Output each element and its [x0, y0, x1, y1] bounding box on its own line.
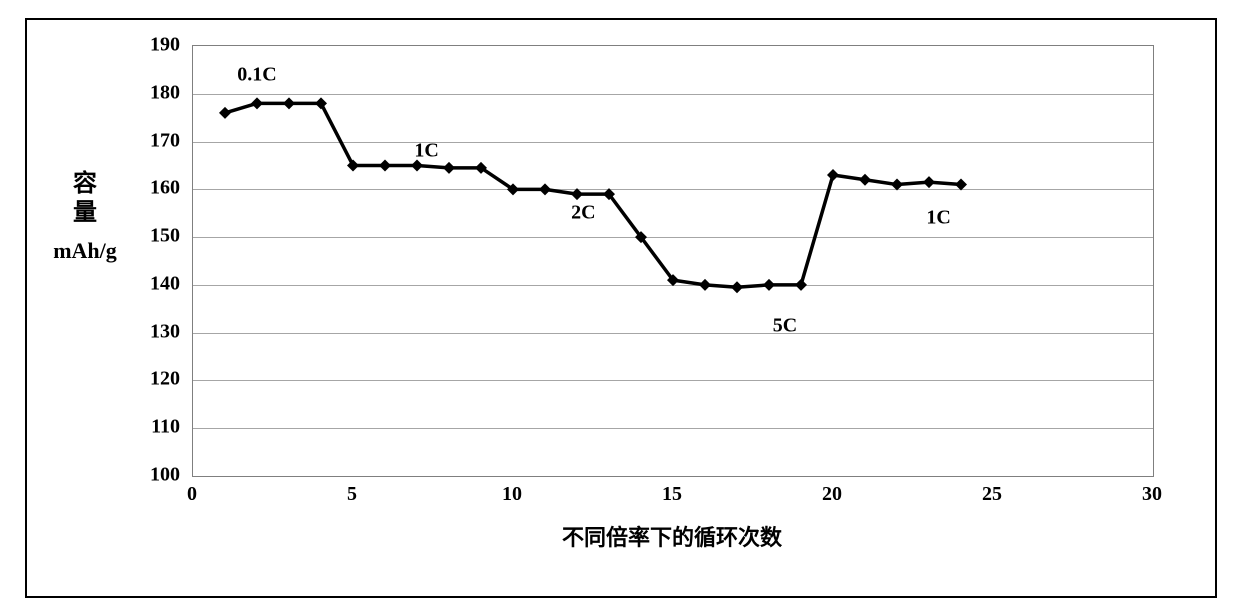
- data-marker: [827, 169, 839, 181]
- y-tick-label: 130: [120, 320, 180, 343]
- y-axis-label: 容 量 mAh/g: [45, 170, 125, 264]
- data-marker: [795, 279, 807, 291]
- y-tick-label: 190: [120, 34, 180, 57]
- y-tick-label: 120: [120, 368, 180, 391]
- y-tick-label: 150: [120, 225, 180, 248]
- x-axis-label: 不同倍率下的循环次数: [192, 520, 1152, 552]
- x-tick-label: 10: [492, 483, 532, 506]
- annotation-label: 1C: [414, 140, 438, 163]
- data-marker: [379, 159, 391, 171]
- x-ticks: 051015202530: [192, 483, 1152, 508]
- data-marker: [571, 188, 583, 200]
- data-marker: [891, 179, 903, 191]
- y-tick-label: 160: [120, 177, 180, 200]
- data-marker: [731, 281, 743, 293]
- x-tick-label: 20: [812, 483, 852, 506]
- annotation-label: 5C: [773, 314, 797, 337]
- annotation-label: 1C: [926, 207, 950, 230]
- data-marker: [699, 279, 711, 291]
- data-marker: [443, 162, 455, 174]
- y-tick-label: 100: [120, 464, 180, 487]
- data-marker: [315, 97, 327, 109]
- x-tick-label: 25: [972, 483, 1012, 506]
- data-marker: [955, 179, 967, 191]
- data-marker: [283, 97, 295, 109]
- y-axis-unit: mAh/g: [45, 238, 125, 264]
- annotation-label: 2C: [571, 202, 595, 225]
- y-tick-label: 140: [120, 272, 180, 295]
- y-tick-label: 180: [120, 81, 180, 104]
- x-tick-label: 5: [332, 483, 372, 506]
- data-marker: [347, 159, 359, 171]
- x-tick-label: 0: [172, 483, 212, 506]
- chart-outer-frame: 0.1C1C2C5C1C 100110120130140150160170180…: [25, 18, 1217, 598]
- data-marker: [923, 176, 935, 188]
- data-marker: [763, 279, 775, 291]
- data-marker: [219, 107, 231, 119]
- annotation-label: 0.1C: [237, 63, 276, 86]
- y-ticks: 100110120130140150160170180190: [122, 45, 182, 475]
- y-tick-label: 170: [120, 129, 180, 152]
- y-axis-label-cn-1: 容: [45, 170, 125, 199]
- x-tick-label: 15: [652, 483, 692, 506]
- x-tick-label: 30: [1132, 483, 1172, 506]
- data-line: [225, 103, 961, 287]
- plot-area: 0.1C 1C 2C 5C 1C: [192, 45, 1154, 477]
- data-marker: [251, 97, 263, 109]
- chart-svg: [193, 46, 1153, 476]
- y-tick-label: 110: [120, 416, 180, 439]
- y-axis-label-cn-2: 量: [45, 199, 125, 228]
- data-marker: [859, 174, 871, 186]
- data-marker: [539, 183, 551, 195]
